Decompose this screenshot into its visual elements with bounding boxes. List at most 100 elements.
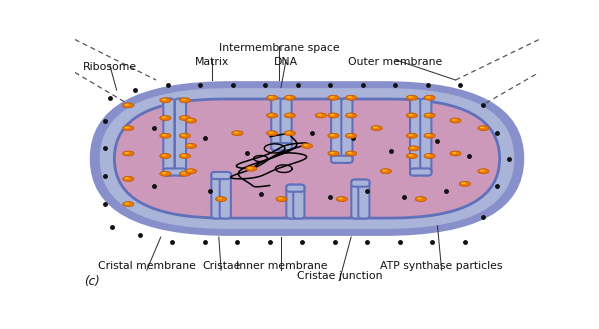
Ellipse shape — [123, 176, 134, 181]
Ellipse shape — [160, 171, 171, 176]
Text: ATP synthase particles: ATP synthase particles — [380, 261, 503, 271]
Ellipse shape — [406, 113, 418, 118]
Ellipse shape — [181, 99, 186, 100]
FancyBboxPatch shape — [164, 168, 186, 175]
Ellipse shape — [179, 115, 190, 120]
Ellipse shape — [409, 155, 413, 156]
Ellipse shape — [328, 151, 339, 156]
FancyBboxPatch shape — [331, 156, 352, 163]
Ellipse shape — [406, 133, 418, 138]
Ellipse shape — [267, 95, 278, 100]
Text: Cristae junction: Cristae junction — [297, 271, 382, 281]
FancyBboxPatch shape — [352, 180, 362, 218]
Ellipse shape — [187, 170, 192, 171]
Ellipse shape — [234, 132, 238, 133]
Ellipse shape — [268, 132, 273, 133]
Ellipse shape — [450, 118, 461, 123]
Ellipse shape — [480, 127, 485, 128]
FancyBboxPatch shape — [420, 98, 431, 175]
Ellipse shape — [380, 169, 392, 174]
Ellipse shape — [162, 155, 167, 156]
Ellipse shape — [248, 167, 252, 169]
Ellipse shape — [284, 113, 295, 118]
Ellipse shape — [301, 143, 313, 148]
Ellipse shape — [347, 152, 352, 154]
FancyBboxPatch shape — [294, 185, 304, 218]
Text: DNA: DNA — [274, 57, 298, 67]
Ellipse shape — [346, 113, 357, 118]
Ellipse shape — [328, 133, 339, 138]
Ellipse shape — [347, 134, 352, 136]
Ellipse shape — [123, 151, 134, 156]
Ellipse shape — [452, 119, 456, 121]
FancyBboxPatch shape — [341, 98, 352, 163]
Ellipse shape — [278, 198, 283, 199]
FancyBboxPatch shape — [271, 143, 292, 150]
Ellipse shape — [317, 114, 322, 116]
Ellipse shape — [347, 96, 352, 98]
Ellipse shape — [417, 198, 422, 199]
Ellipse shape — [286, 114, 291, 116]
Ellipse shape — [179, 133, 190, 138]
Text: Cristae: Cristae — [202, 261, 240, 271]
Ellipse shape — [284, 95, 295, 100]
Ellipse shape — [410, 147, 415, 149]
Text: Ribosome: Ribosome — [83, 62, 137, 72]
Ellipse shape — [424, 133, 435, 138]
Ellipse shape — [162, 134, 167, 136]
FancyBboxPatch shape — [211, 172, 222, 218]
Ellipse shape — [461, 182, 466, 184]
FancyBboxPatch shape — [286, 185, 304, 192]
Ellipse shape — [409, 134, 413, 136]
Ellipse shape — [125, 203, 129, 204]
FancyBboxPatch shape — [220, 172, 231, 218]
FancyBboxPatch shape — [352, 180, 370, 187]
Ellipse shape — [267, 131, 278, 136]
Ellipse shape — [330, 152, 334, 154]
Ellipse shape — [267, 113, 278, 118]
Ellipse shape — [187, 144, 192, 146]
Text: Intermembrane space: Intermembrane space — [219, 43, 340, 53]
FancyBboxPatch shape — [358, 180, 370, 218]
Ellipse shape — [328, 95, 339, 100]
Ellipse shape — [181, 155, 186, 156]
Ellipse shape — [217, 198, 222, 199]
Ellipse shape — [315, 113, 326, 118]
Ellipse shape — [426, 96, 431, 98]
Ellipse shape — [216, 196, 227, 202]
FancyBboxPatch shape — [114, 99, 500, 218]
Ellipse shape — [415, 196, 426, 202]
Ellipse shape — [406, 154, 418, 159]
Ellipse shape — [426, 114, 431, 116]
Ellipse shape — [450, 151, 461, 156]
FancyBboxPatch shape — [410, 168, 431, 175]
FancyBboxPatch shape — [211, 172, 231, 179]
Ellipse shape — [371, 126, 382, 131]
Ellipse shape — [179, 154, 190, 159]
Ellipse shape — [123, 126, 134, 131]
Ellipse shape — [346, 95, 357, 100]
Ellipse shape — [123, 103, 134, 108]
Ellipse shape — [330, 96, 334, 98]
Ellipse shape — [328, 113, 339, 118]
FancyBboxPatch shape — [91, 83, 523, 235]
Ellipse shape — [181, 116, 186, 118]
Ellipse shape — [330, 114, 334, 116]
Ellipse shape — [304, 144, 308, 146]
Ellipse shape — [406, 95, 418, 100]
Ellipse shape — [408, 146, 419, 151]
Ellipse shape — [187, 119, 192, 121]
FancyBboxPatch shape — [101, 89, 513, 228]
Ellipse shape — [179, 98, 190, 103]
Ellipse shape — [452, 152, 456, 154]
Ellipse shape — [162, 172, 167, 174]
Ellipse shape — [330, 134, 334, 136]
Ellipse shape — [181, 134, 186, 136]
Ellipse shape — [478, 169, 489, 174]
Ellipse shape — [162, 116, 167, 118]
FancyBboxPatch shape — [175, 98, 186, 175]
Ellipse shape — [246, 166, 257, 171]
FancyBboxPatch shape — [331, 98, 342, 163]
Ellipse shape — [185, 118, 196, 123]
Ellipse shape — [347, 114, 352, 116]
